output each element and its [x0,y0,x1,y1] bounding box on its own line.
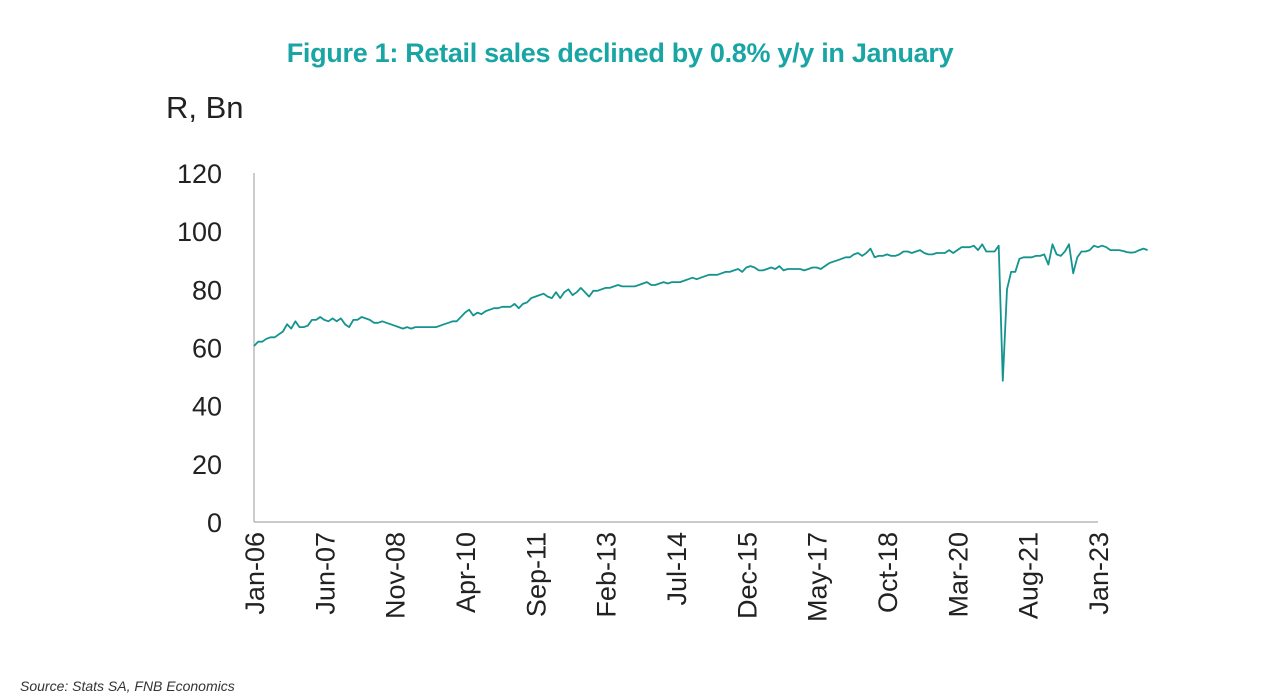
y-tick-label: 40 [192,392,222,422]
x-tick-label: Aug-21 [1014,532,1044,619]
source-note: Source: Stats SA, FNB Economics [20,678,235,694]
x-tick-label: Nov-08 [381,532,411,619]
x-tick-label: Jan-23 [1084,532,1114,615]
y-tick-label: 60 [192,334,222,364]
x-tick-label: Mar-20 [943,532,973,618]
x-tick-label: Dec-15 [732,532,762,619]
x-tick-label: Jan-06 [240,532,270,615]
series-line-retail-sales [253,243,1148,382]
x-tick-label: Oct-18 [873,532,903,613]
y-tick-label: 20 [192,450,222,480]
y-axis-label: R, Bn [166,90,244,125]
chart-title: Figure 1: Retail sales declined by 0.8% … [286,38,954,68]
x-tick-label: Apr-10 [451,532,481,613]
y-tick-label: 80 [192,275,222,305]
x-tick-label: May-17 [803,532,833,622]
x-tick-label: Sep-11 [521,532,551,617]
x-tick-label: Jun-07 [310,532,340,615]
y-tick-label: 100 [177,217,222,247]
y-tick-label: 120 [177,159,222,189]
x-tick-label: Jul-14 [662,532,692,606]
y-tick-label: 0 [207,508,222,538]
x-tick-label: Feb-13 [592,532,622,618]
